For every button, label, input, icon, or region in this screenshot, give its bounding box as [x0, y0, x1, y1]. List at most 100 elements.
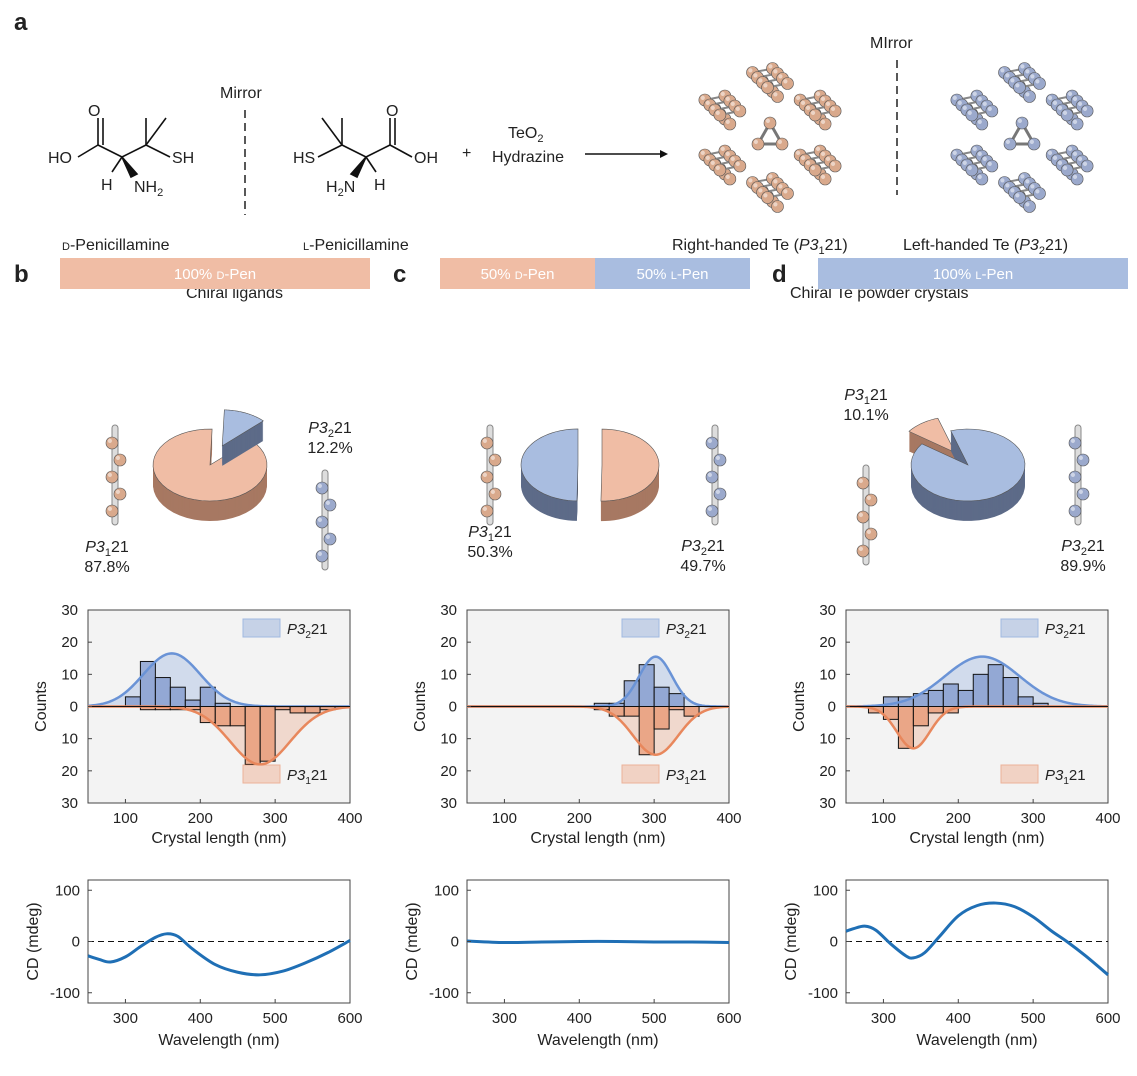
y-tick-label: 20: [61, 634, 78, 651]
histogram-bar: [927, 706, 944, 714]
te-atom-highlight: [490, 455, 495, 460]
legend-sub: 2: [305, 630, 311, 641]
atom-label: HO: [48, 150, 72, 167]
legend-sg: P3: [287, 767, 306, 784]
te-atom-highlight: [820, 96, 826, 101]
histogram-bar: [897, 706, 914, 749]
fit-area-p3121: [88, 706, 350, 765]
te-atom-highlight: [820, 151, 826, 156]
space-group: P3: [308, 420, 328, 437]
te-atom-highlight: [1020, 64, 1025, 69]
te-atom-highlight: [783, 79, 788, 84]
te-atom-highlight: [730, 101, 735, 106]
x-tick-label: 100: [113, 810, 138, 827]
x-tick-label: 600: [1095, 1010, 1120, 1027]
te-atom-highlight: [490, 489, 495, 494]
te-atom-highlight: [707, 438, 713, 443]
pie-label-p3221-percent: 49.7%: [680, 558, 725, 575]
mirror-label: MIrror: [870, 35, 913, 52]
bar-label: 100%: [174, 266, 217, 283]
te-atom: [1023, 200, 1036, 213]
te-atom-highlight: [1070, 438, 1075, 443]
bar-label: 50%: [481, 266, 515, 283]
panel-label-a: a: [14, 9, 28, 36]
te-atom: [856, 544, 870, 558]
te-atom-highlight: [1077, 156, 1083, 161]
te-atom: [323, 498, 337, 512]
d-penicillamine-structure: [77, 117, 171, 179]
te-atom: [1023, 90, 1036, 103]
legend-sg: P3: [666, 621, 685, 638]
y-tick-label: 20: [819, 634, 836, 651]
legend-sub: 2: [1063, 630, 1069, 641]
te-atom: [864, 493, 878, 507]
te-atom-highlight: [1010, 188, 1015, 193]
legend-sg: P3: [287, 621, 306, 638]
te-atom-highlight: [977, 151, 982, 156]
panel-label-b: b: [14, 261, 29, 288]
composition-label: 100% D-Pen: [174, 266, 256, 283]
te-atom-highlight: [725, 174, 730, 179]
space-group-end: 21: [707, 538, 725, 555]
legend-swatch: [242, 618, 281, 638]
te-atom-highlight: [1025, 92, 1030, 97]
x-tick-label: 500: [263, 1010, 288, 1027]
pie-slice-top: [600, 428, 660, 502]
te-atom-highlight: [115, 455, 120, 460]
te-atom-highlight: [962, 160, 967, 165]
histogram-bar: [623, 680, 640, 707]
atom-label: O: [88, 103, 100, 120]
histogram-bar: [653, 706, 670, 730]
space-group-end: 21: [111, 539, 129, 556]
space-group: P3: [844, 387, 864, 404]
x-tick-label: 300: [642, 810, 667, 827]
te-atom-highlight: [1067, 91, 1073, 96]
te-atom-highlight: [820, 174, 826, 179]
histogram-bar: [199, 686, 216, 708]
te-atom-highlight: [725, 96, 730, 101]
te-atom-highlight: [1015, 193, 1020, 198]
te-atom-highlight: [715, 489, 721, 494]
te-atom-highlight: [1005, 139, 1011, 144]
te-atom-highlight: [730, 156, 735, 161]
te-atom: [705, 504, 719, 518]
te-atom-highlight: [977, 174, 982, 179]
te-atom-highlight: [748, 68, 753, 73]
te-atom: [323, 532, 337, 546]
y-axis-label: Counts: [791, 681, 808, 732]
te-atom: [761, 191, 774, 204]
pie-label-p3121-percent: 10.1%: [843, 407, 888, 424]
composition-label: 50% L-Pen: [636, 266, 708, 283]
pie-slice-p3121-right: [600, 428, 660, 522]
cd-spectrum-c: 100 0 -100 300 400 500 600 Wavelength (nm) CD (m…: [404, 879, 742, 1049]
legend-label: P3121: [287, 767, 328, 787]
te-atom-highlight: [773, 202, 778, 207]
cd-spectrum-d: 100 0 -100 300 400 500 600 Wavelength (nm) CD (m…: [783, 879, 1121, 1049]
te-atom-highlight: [972, 91, 977, 96]
te-atom-highlight: [482, 472, 487, 477]
legend-end: 21: [1069, 767, 1086, 784]
te-atom-highlight: [1029, 139, 1034, 144]
space-group-sub: 1: [488, 532, 494, 544]
te-atom-highlight: [962, 105, 967, 110]
x-tick-label: 200: [946, 810, 971, 827]
te-atom: [828, 104, 842, 118]
x-tick-label: 100: [492, 810, 517, 827]
y-tick-label: 30: [61, 795, 78, 812]
te-atom-highlight: [1020, 174, 1025, 179]
te-atom-highlight: [753, 139, 759, 144]
space-group-end: 21: [870, 387, 888, 404]
te-atom-highlight: [715, 165, 720, 170]
x-tick-label: 400: [337, 810, 362, 827]
x-tick-label: 300: [1021, 810, 1046, 827]
bar-label-prefix: D: [216, 270, 224, 282]
te-atom: [781, 187, 794, 200]
atom-label: O: [386, 103, 398, 120]
te-atom: [1080, 159, 1094, 173]
y-tick-label: 20: [440, 634, 457, 651]
te-atom: [1070, 117, 1084, 131]
te-atom: [713, 108, 727, 122]
te-atom: [818, 172, 832, 186]
legend-sub: 1: [305, 776, 311, 787]
